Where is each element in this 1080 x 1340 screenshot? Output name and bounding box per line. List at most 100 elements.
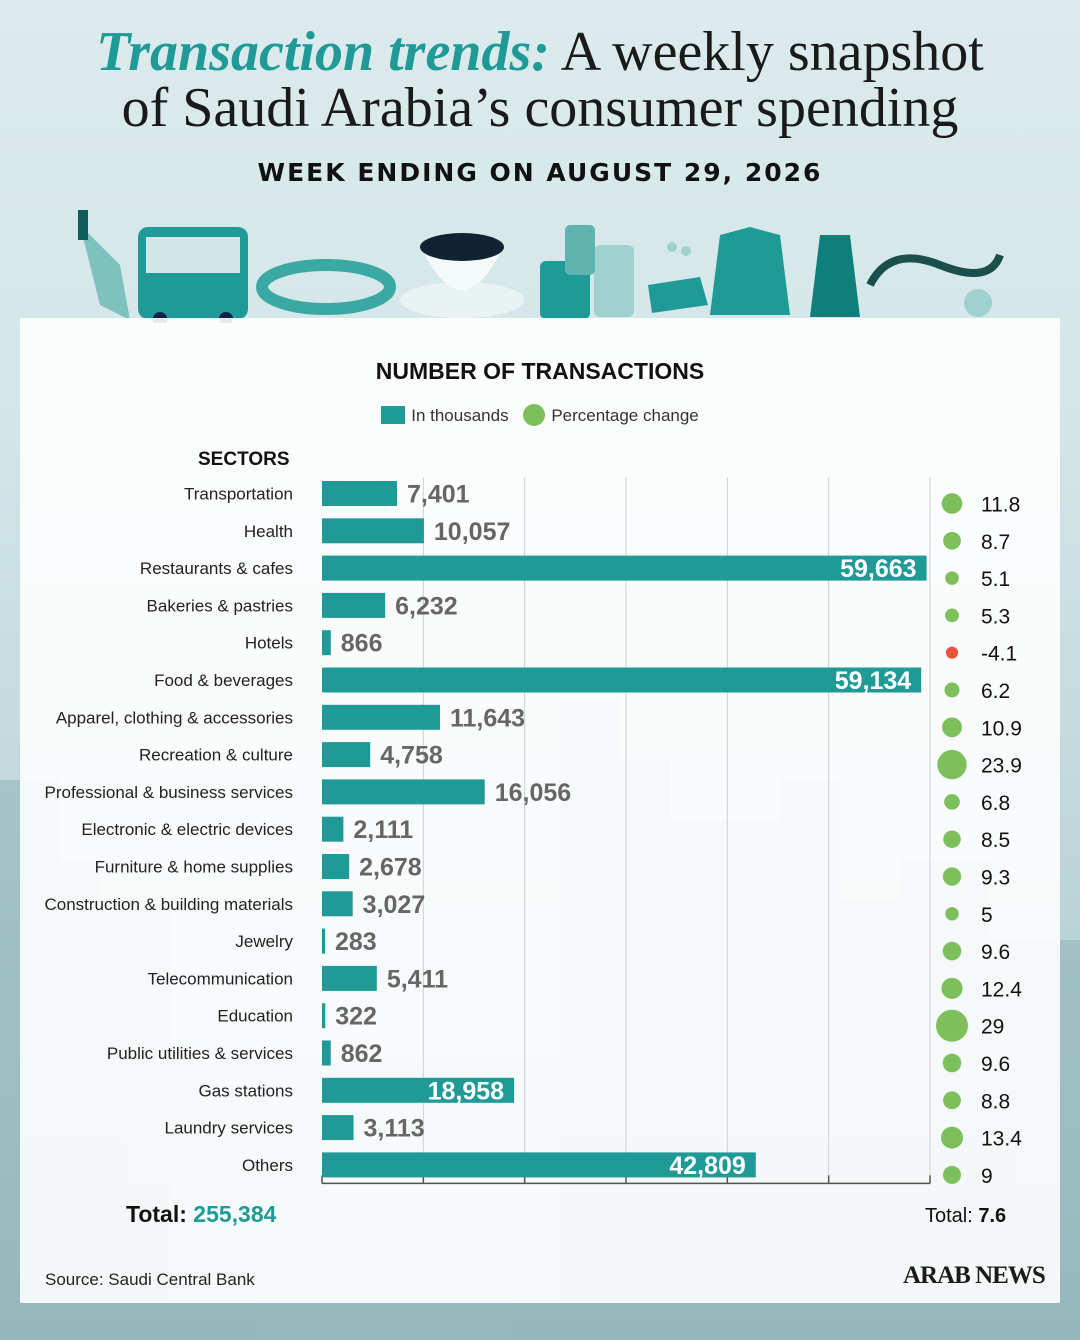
legend-swatch-bar — [381, 406, 406, 424]
percentage-label: 9.6 — [981, 1053, 1010, 1076]
bar — [322, 1077, 515, 1103]
percentage-label: 9.3 — [981, 867, 1010, 890]
bar-value-label: 7,401 — [407, 481, 470, 509]
percentage-label: 8.7 — [981, 531, 1010, 554]
bar — [322, 891, 353, 917]
percentage-dot — [937, 749, 967, 780]
total-right-value: 7.6 — [978, 1205, 1007, 1227]
bar — [322, 1115, 354, 1141]
sandals-icon — [648, 242, 708, 313]
percentage-dot — [941, 1126, 963, 1149]
percentage-label: 8.5 — [981, 829, 1010, 852]
category-label: Transportation — [184, 485, 293, 504]
percentage-dot — [945, 907, 959, 921]
bar — [322, 704, 440, 730]
percentage-label: 10.9 — [981, 717, 1022, 740]
subtitle: WEEK ENDING ON AUGUST 29, 2026 — [257, 158, 823, 187]
percentage-dot — [942, 867, 962, 886]
bar-value-label: 866 — [341, 630, 383, 658]
stethoscope-icon — [866, 253, 1004, 317]
luggage-icon — [540, 225, 634, 319]
percentage-label: -4.1 — [981, 643, 1017, 666]
percentage-label: 5 — [981, 904, 993, 927]
category-label: Bakeries & pastries — [147, 596, 293, 615]
bar — [322, 965, 377, 991]
percentage-label: 9.6 — [981, 941, 1010, 964]
category-label: Furniture & home supplies — [95, 858, 293, 877]
bar — [322, 779, 485, 805]
bar-value-label: 322 — [335, 1003, 377, 1031]
chart-panel — [20, 318, 1060, 1303]
phone-hand-icon — [78, 210, 130, 320]
category-label: Hotels — [245, 634, 293, 653]
bar — [322, 1152, 756, 1178]
bar-value-label: 3,113 — [364, 1115, 425, 1143]
percentage-label: 5.3 — [981, 605, 1010, 628]
bar — [322, 555, 927, 581]
percentage-dot — [944, 794, 960, 810]
total-left-label: Total: — [126, 1201, 187, 1227]
bar — [322, 592, 386, 618]
sector-icons-strip — [78, 210, 1004, 323]
category-label: Gas stations — [199, 1081, 294, 1100]
legend-swatch-dot — [523, 404, 546, 426]
percentage-dot — [945, 608, 959, 623]
category-label: Construction & building materials — [44, 895, 293, 914]
percentage-dot — [944, 682, 960, 698]
bus-icon — [138, 227, 248, 323]
header: Transaction trends: A weekly snapshot of… — [0, 24, 1080, 187]
bar-value-label: 11,643 — [450, 704, 525, 732]
bar-value-label: 2,678 — [359, 854, 422, 882]
percentage-dot — [942, 717, 962, 738]
percentage-label: 5.1 — [981, 568, 1010, 591]
percentage-dot — [943, 830, 961, 848]
percentage-label: 6.8 — [981, 792, 1010, 815]
bar — [322, 1040, 331, 1066]
category-label: Electronic & electric devices — [81, 820, 293, 839]
bar-value-label: 16,056 — [495, 779, 571, 807]
category-label: Public utilities & services — [107, 1044, 293, 1063]
bar-value-label: 283 — [335, 928, 377, 956]
bar — [322, 518, 424, 544]
percentage-dot — [943, 1165, 961, 1184]
category-label: Health — [244, 522, 293, 541]
percentage-label: 12.4 — [981, 978, 1022, 1001]
percentage-label: 23.9 — [981, 755, 1022, 778]
percentage-dot — [943, 1091, 961, 1110]
percentage-label: 6.2 — [981, 680, 1010, 703]
percentage-dot — [945, 646, 959, 659]
bar — [322, 481, 397, 506]
brand-logo: ARAB NEWS — [903, 1262, 1046, 1289]
total-right-label: Total: — [925, 1205, 973, 1227]
source-note: Source: Saudi Central Bank — [45, 1270, 255, 1289]
bar-value-label: 2,111 — [353, 816, 413, 844]
sectors-header: SECTORS — [198, 449, 290, 470]
total-percentage: Total: 7.6 — [925, 1205, 1006, 1228]
total-left-value: 255,384 — [193, 1201, 277, 1227]
jacket-icon — [710, 227, 790, 315]
bar-value-label: 42,809 — [669, 1152, 745, 1180]
category-label: Apparel, clothing & accessories — [56, 708, 293, 727]
category-label: Food & beverages — [154, 671, 293, 690]
coffee-cup-icon — [400, 233, 524, 318]
percentage-dot — [942, 1053, 962, 1073]
chart-legend: In thousands Percentage change — [0, 404, 1080, 426]
category-label: Jewelry — [235, 932, 293, 951]
total-transactions: Total: 255,384 — [126, 1201, 276, 1228]
percentage-dot — [941, 493, 963, 514]
bar — [322, 742, 371, 768]
percentage-dot — [945, 571, 959, 585]
title-rest: A weekly snapshot — [549, 21, 984, 83]
bar-value-label: 6,232 — [395, 592, 458, 620]
percentage-label: 13.4 — [981, 1128, 1022, 1151]
category-label: Professional & business services — [44, 783, 293, 802]
category-label: Education — [217, 1007, 293, 1026]
bar — [322, 854, 350, 879]
category-label: Recreation & culture — [139, 746, 293, 765]
bar-value-label: 59,663 — [840, 555, 916, 583]
bar — [322, 1003, 326, 1029]
bar-value-label: 18,958 — [428, 1077, 505, 1105]
bar-value-label: 10,057 — [434, 518, 510, 546]
dress-icon — [810, 235, 860, 317]
